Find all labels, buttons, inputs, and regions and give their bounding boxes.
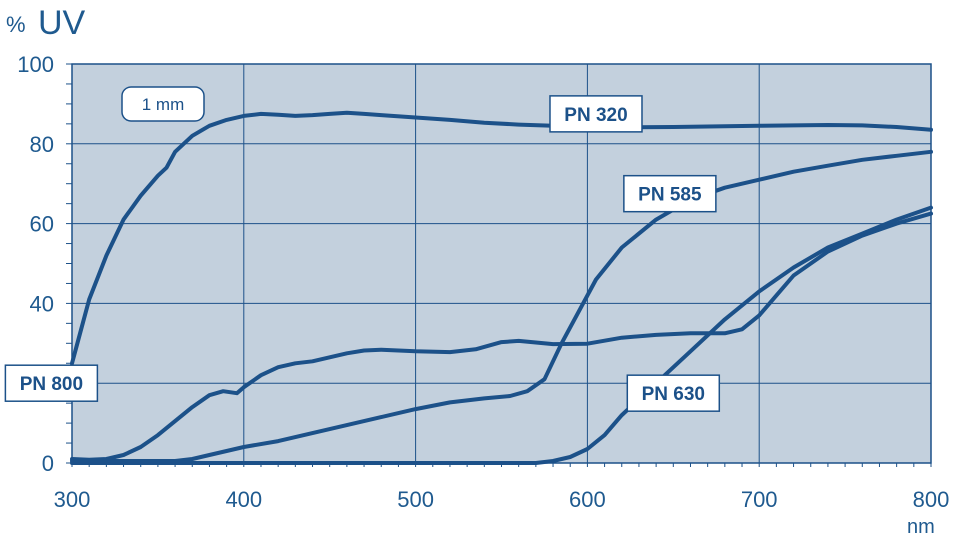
annotation-text: 1 mm xyxy=(142,95,185,114)
series-label-pn-320: PN 320 xyxy=(549,95,643,133)
x-tick-label: 400 xyxy=(225,487,262,512)
x-tick-label: 600 xyxy=(569,487,606,512)
x-tick-label: 500 xyxy=(397,487,434,512)
y-tick-label: 0 xyxy=(42,451,54,476)
x-tick-label: 800 xyxy=(913,487,950,512)
y-axis-title: UV xyxy=(38,4,86,42)
y-tick-labels: 020406080100 xyxy=(17,52,54,476)
x-tick-label: 700 xyxy=(741,487,778,512)
annotation-box xyxy=(121,86,205,122)
series-label-pn-630: PN 630 xyxy=(626,374,721,412)
series-line-pn-320 xyxy=(70,110,933,366)
series-label-text: PN 800 xyxy=(20,374,83,395)
series-labels: PN 320 PN 585 PN 800 PN 630 xyxy=(4,95,721,412)
x-tick-labels: 300 400 500 600 700 800 xyxy=(54,487,950,512)
series-line-pn-800 xyxy=(70,211,933,462)
y-tick-label: 80 xyxy=(30,132,54,157)
series-label-pn-800: PN 800 xyxy=(4,364,99,402)
y-axis-unit: % xyxy=(6,12,26,37)
series-label-text: PN 630 xyxy=(642,384,705,405)
series-label-text: PN 585 xyxy=(638,185,702,206)
series-line-pn-585 xyxy=(70,149,933,463)
y-tick-label: 100 xyxy=(17,52,54,77)
y-tick-label: 60 xyxy=(30,212,54,237)
thickness-annotation: 1 mm xyxy=(121,86,205,122)
y-tick-label: 40 xyxy=(30,291,54,316)
x-axis-unit: nm xyxy=(907,516,935,538)
series-label-pn-585: PN 585 xyxy=(623,174,717,213)
series-label-text: PN 320 xyxy=(564,105,627,126)
x-tick-label: 300 xyxy=(54,487,91,512)
plot-frame xyxy=(71,63,932,464)
